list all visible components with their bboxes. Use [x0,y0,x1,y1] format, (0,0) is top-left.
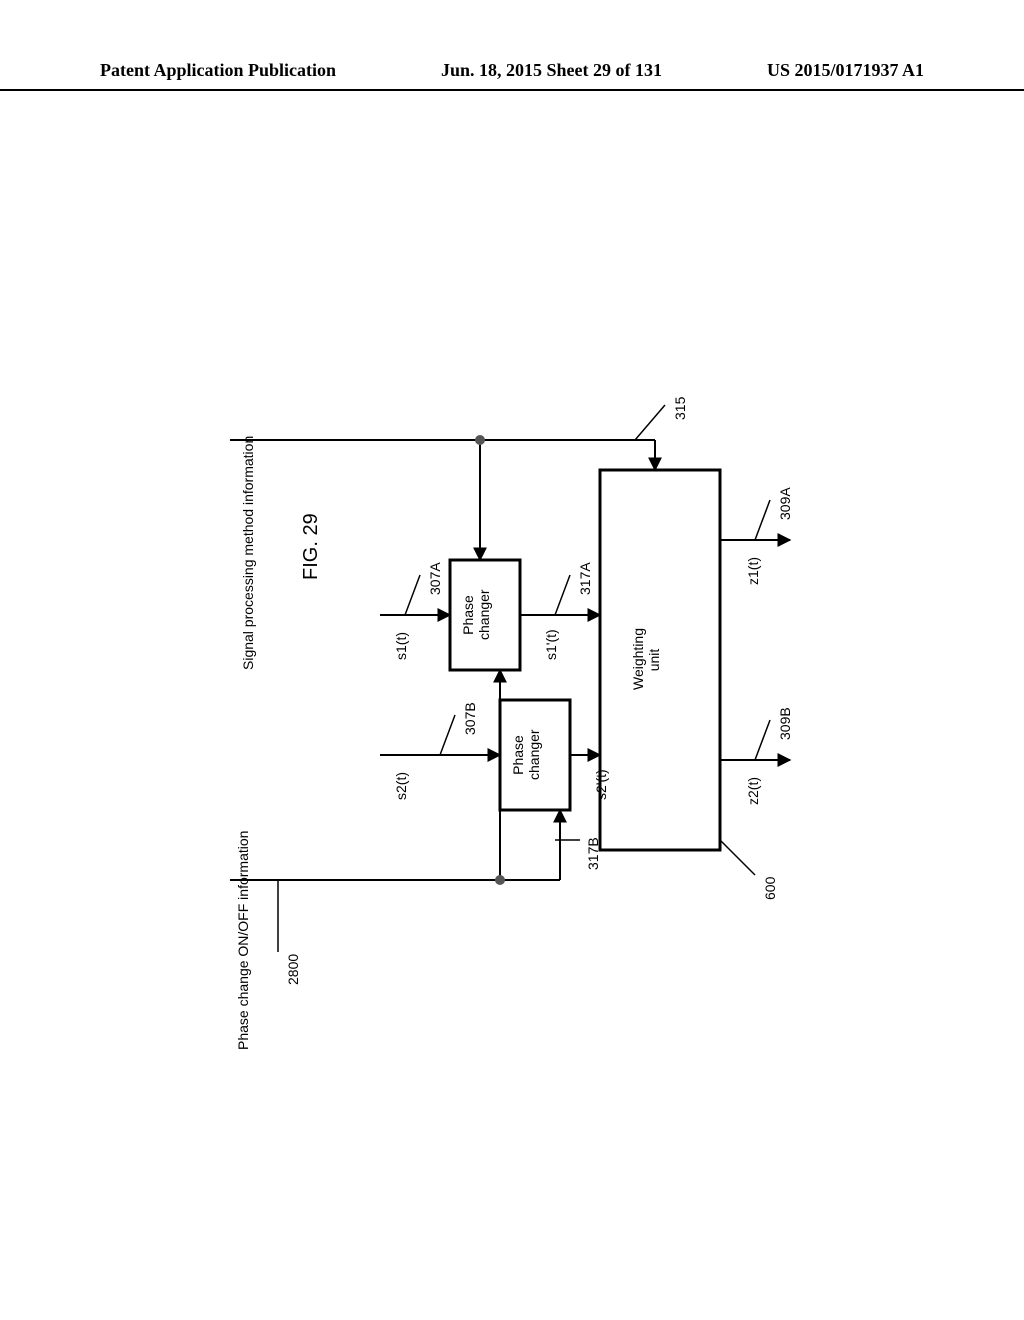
ref-600: 600 [762,877,778,900]
phase-change-info-label: Phase change ON/OFF information [235,831,251,1050]
ref-307a: 307A [427,562,443,595]
phase-changer-a-label: Phasechanger [460,590,510,640]
ref-317a: 317A [577,562,593,595]
s1p-label: s1'(t) [543,629,559,660]
weighting-unit-label: Weightingunit [630,630,690,690]
diagram-svg [0,100,1024,1100]
s2p-label: s2'(t) [593,769,609,800]
ref-309a: 309A [777,487,793,520]
ref-2800: 2800 [285,954,301,985]
z2-label: z2(t) [745,777,761,805]
signal-processing-info-label: Signal processing method information [240,436,256,670]
header-left: Patent Application Publication [100,60,336,81]
ref-317b: 317B [585,837,601,870]
figure-title: FIG. 29 [300,513,323,580]
header-right: US 2015/0171937 A1 [767,60,924,81]
z1-label: z1(t) [745,557,761,585]
s1-label: s1(t) [393,632,409,660]
figure-29: FIG. 29 Phasechanger Phasechanger Weight… [0,100,1024,1100]
page-header: Patent Application Publication Jun. 18, … [0,60,1024,91]
ref-309b: 309B [777,707,793,740]
ref-307b: 307B [462,702,478,735]
header-center: Jun. 18, 2015 Sheet 29 of 131 [441,60,662,81]
phase-changer-b-label: Phasechanger [510,730,560,780]
s2-label: s2(t) [393,772,409,800]
ref-315: 315 [672,397,688,420]
